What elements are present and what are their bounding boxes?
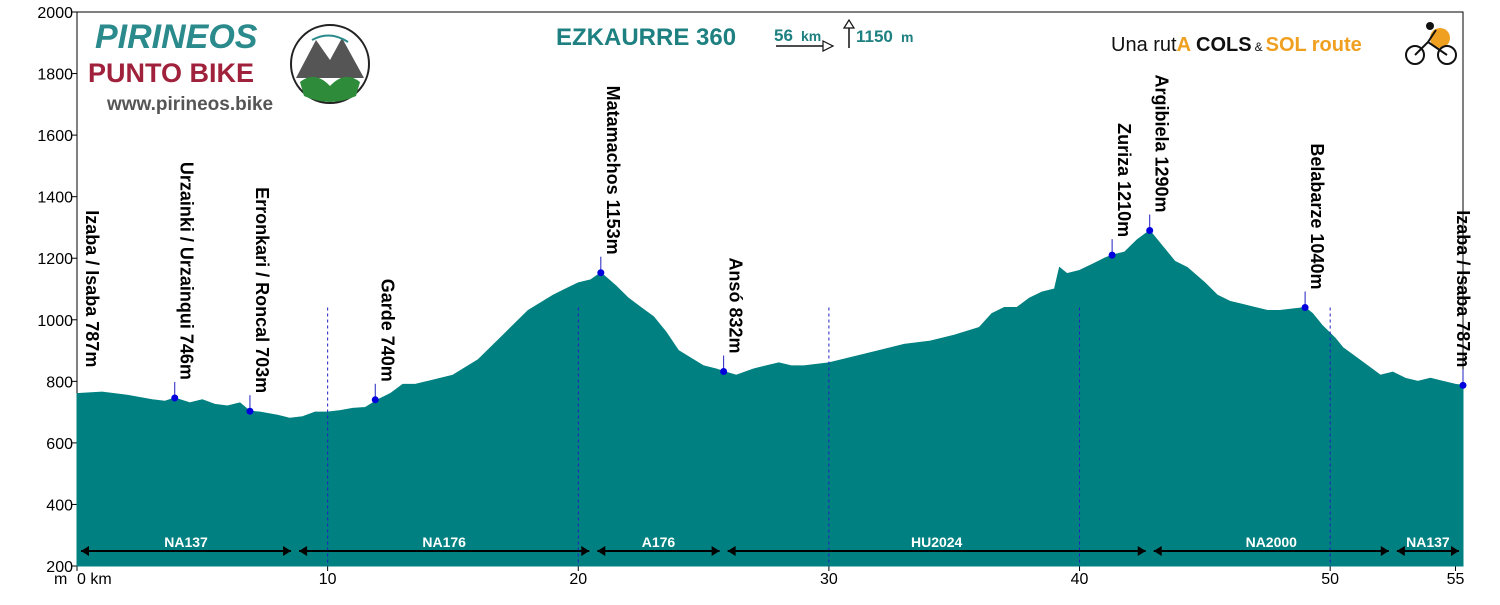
brand-url: www.pirineos.bike bbox=[106, 94, 273, 115]
waypoint-marker bbox=[597, 269, 605, 277]
waypoint-label: Argibiela 1290m bbox=[1152, 74, 1172, 212]
waypoint-label: Matamachos 1153m bbox=[603, 86, 623, 255]
route-title: EZKAURRE 360 bbox=[556, 24, 736, 51]
ascent-unit: m bbox=[901, 29, 913, 45]
road-segment-label: NA137 bbox=[1406, 534, 1450, 550]
y-axis-unit: m bbox=[54, 571, 67, 588]
waypoint-label: Izaba / Isaba 787m bbox=[82, 210, 102, 367]
x-tick-label: 30 bbox=[820, 571, 838, 588]
mountain-logo-icon bbox=[290, 24, 370, 104]
x-tick-label: 0 km bbox=[77, 571, 112, 588]
slogan-part2: A bbox=[1177, 34, 1191, 56]
waypoint-label: Zuriza 1210m bbox=[1114, 123, 1134, 237]
slogan-part3: COLS bbox=[1196, 34, 1252, 56]
segment-arrow-left-icon bbox=[299, 546, 308, 556]
waypoint-marker bbox=[171, 394, 179, 402]
y-tick-label: 1000 bbox=[37, 313, 73, 330]
waypoint-marker bbox=[1108, 251, 1116, 259]
cyclist-sun-icon bbox=[1405, 22, 1457, 65]
x-tick-label: 40 bbox=[1071, 571, 1089, 588]
y-tick-label: 200 bbox=[46, 559, 73, 576]
brand-line2: PUNTO BIKE bbox=[88, 58, 254, 88]
slogan-part1: Una rut bbox=[1111, 34, 1177, 56]
brand-line1: PIRINEOS bbox=[95, 18, 258, 56]
brand-logo: PIRINEOS PUNTO BIKE www.pirineos.bike bbox=[88, 18, 370, 115]
segment-arrow-left-icon bbox=[597, 546, 606, 556]
y-tick-label: 1400 bbox=[37, 190, 73, 207]
slogan-amp: & bbox=[1255, 40, 1263, 54]
y-tick-label: 400 bbox=[46, 497, 73, 514]
road-segment-label: NA176 bbox=[422, 534, 466, 550]
waypoint-label: Urzainki / Urzainqui 746m bbox=[177, 162, 197, 380]
distance-unit: km bbox=[801, 28, 821, 44]
waypoint-marker bbox=[1459, 381, 1467, 389]
road-segment-label: HU2024 bbox=[911, 534, 963, 550]
y-tick-label: 2000 bbox=[37, 5, 73, 22]
x-tick-label: 20 bbox=[569, 571, 587, 588]
y-tick-label: 1200 bbox=[37, 251, 73, 268]
slogan-part4: SOL bbox=[1266, 34, 1307, 56]
segment-arrow-right-icon bbox=[711, 546, 720, 556]
elevation-area bbox=[76, 229, 1464, 567]
waypoint-label: Garde 740m bbox=[377, 279, 397, 382]
waypoint-label: Belabarze 1040m bbox=[1307, 143, 1327, 289]
y-tick-label: 1600 bbox=[37, 128, 73, 145]
waypoint-marker bbox=[246, 407, 254, 415]
segment-arrow-right-icon bbox=[581, 546, 590, 556]
arrow-right-icon bbox=[776, 40, 835, 52]
divider-layer bbox=[327, 307, 1331, 566]
y-tick-label: 600 bbox=[46, 436, 73, 453]
slogan: Una rutA COLS & SOL route bbox=[1111, 22, 1457, 65]
slogan-text: Una rutA COLS & SOL route bbox=[1111, 34, 1362, 56]
segment-arrow-right-icon bbox=[1451, 546, 1459, 556]
waypoint-marker bbox=[1146, 227, 1154, 235]
segment-arrow-right-icon bbox=[1137, 546, 1146, 556]
segment-arrow-right-icon bbox=[283, 546, 292, 556]
waypoint-marker bbox=[1301, 303, 1309, 311]
waypoint-layer: Izaba / Isaba 787m Urzainki / Urzainqui 7… bbox=[82, 74, 1473, 415]
waypoint-marker bbox=[371, 396, 379, 404]
segment-arrow-left-icon bbox=[81, 546, 89, 556]
road-segment-label: NA2000 bbox=[1246, 534, 1298, 550]
waypoint-label: Ansó 832m bbox=[726, 257, 746, 353]
y-tick-label: 800 bbox=[46, 374, 73, 391]
x-tick-label: 10 bbox=[319, 571, 337, 588]
segment-arrow-left-icon bbox=[1153, 546, 1162, 556]
arrow-up-icon bbox=[842, 18, 856, 48]
distance-value: 56 bbox=[774, 26, 793, 45]
x-tick-label: 55 bbox=[1447, 571, 1465, 588]
distance-stat: 56 km bbox=[774, 26, 835, 52]
ascent-stat: 1150 m bbox=[842, 18, 913, 48]
waypoint-label: Izaba / Isaba 787m bbox=[1453, 210, 1473, 367]
y-tick-label: 1800 bbox=[37, 67, 73, 84]
segment-arrow-right-icon bbox=[1380, 546, 1389, 556]
segment-arrow-left-icon bbox=[1396, 546, 1405, 556]
road-segment-layer: NA137 NA176 A176 HU2024 NA2000 NA137 bbox=[81, 534, 1459, 556]
ascent-value: 1150 bbox=[856, 27, 893, 46]
segment-arrow-left-icon bbox=[727, 546, 736, 556]
road-segment-label: A176 bbox=[642, 534, 676, 550]
area-layer bbox=[76, 229, 1464, 567]
waypoint-label: Erronkari / Roncal 703m bbox=[252, 187, 272, 393]
road-segment-label: NA137 bbox=[164, 534, 208, 550]
x-tick-label: 50 bbox=[1321, 571, 1339, 588]
slogan-part5: route bbox=[1312, 34, 1362, 56]
waypoint-marker bbox=[720, 367, 728, 375]
